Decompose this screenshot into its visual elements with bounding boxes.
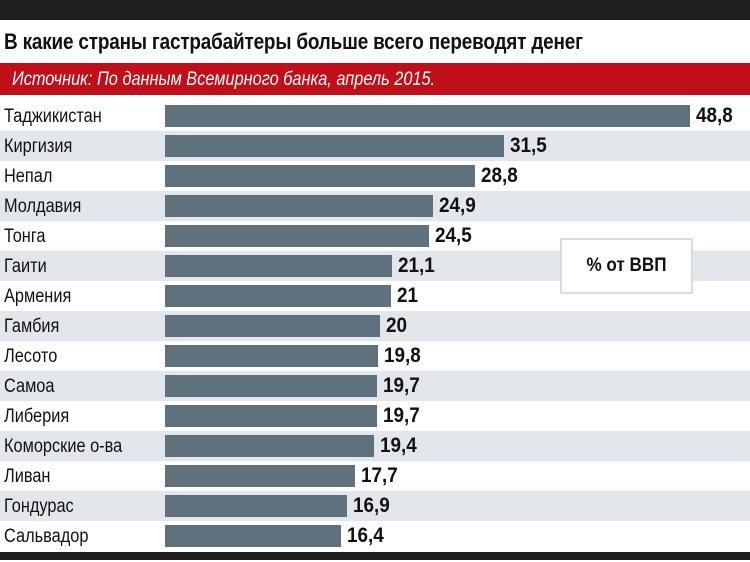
value-label: 28,8 — [480, 164, 518, 187]
unit-label: % от ВВП — [586, 255, 667, 276]
bar-row: Молдавия 24,9 — [0, 191, 750, 221]
bar-row: Коморские о-ва 19,4 — [0, 431, 750, 461]
value-label: 16,4 — [347, 524, 385, 547]
bar-row: Гаити 21,1 — [0, 251, 750, 281]
bar-row: Таджикистан 48,8 — [0, 101, 750, 131]
category-label: Тонга — [4, 226, 46, 247]
category-label: Гамбия — [4, 316, 60, 337]
bar-row: Гамбия 20 — [0, 311, 750, 341]
bar — [165, 285, 391, 307]
bar-row: Ливан 17,7 — [0, 461, 750, 491]
bar — [165, 255, 392, 277]
category-label: Ливан — [4, 466, 51, 487]
value-label: 19,8 — [384, 344, 421, 367]
bar-row: Лесото 19,8 — [0, 341, 750, 371]
value-label: 19,7 — [382, 404, 420, 427]
bottom-rule — [0, 552, 750, 560]
category-label: Гаити — [4, 256, 47, 277]
category-label: Армения — [4, 286, 72, 307]
bar — [165, 315, 381, 337]
value-label: 24,9 — [438, 194, 476, 217]
category-label: Непал — [4, 166, 53, 187]
bar-rows: Таджикистан 48,8 Киргизия 31,5 Непал 28,8 Молд… — [0, 101, 750, 551]
bar-row: Киргизия 31,5 — [0, 131, 750, 161]
value-label: 20 — [386, 314, 408, 337]
source-text: Источник: По данным Всемирного банка, ап… — [12, 69, 436, 90]
bar — [165, 435, 374, 457]
category-label: Гондурас — [4, 496, 74, 517]
bar-row: Непал 28,8 — [0, 161, 750, 191]
bar — [165, 405, 377, 427]
value-label: 16,9 — [352, 494, 390, 517]
bar-row: Гондурас 16,9 — [0, 491, 750, 521]
category-label: Самоа — [4, 376, 55, 397]
category-label: Лесото — [4, 346, 58, 367]
value-label: 17,7 — [361, 464, 399, 487]
category-label: Таджикистан — [4, 106, 102, 127]
value-label: 31,5 — [509, 134, 547, 157]
value-label: 48,8 — [696, 104, 733, 127]
bar-row: Самоа 19,7 — [0, 371, 750, 401]
value-label: 21 — [396, 284, 418, 307]
bar — [165, 525, 342, 547]
bar — [165, 105, 690, 127]
bar — [165, 495, 347, 517]
bar — [165, 465, 356, 487]
bar — [165, 135, 504, 157]
chart-title: В какие страны гастрабайтеры больше всег… — [4, 29, 583, 54]
bar-row: Либерия 19,7 — [0, 401, 750, 431]
value-label: 19,7 — [382, 374, 420, 397]
bar-row: Тонга 24,5 — [0, 221, 750, 251]
bar-row: Армения 21 — [0, 281, 750, 311]
bar — [165, 165, 475, 187]
category-label: Киргизия — [4, 136, 73, 157]
category-label: Молдавия — [4, 196, 82, 217]
unit-legend: % от ВВП — [560, 238, 693, 294]
top-rule — [0, 0, 750, 20]
bar — [165, 375, 377, 397]
category-label: Сальвадор — [4, 526, 89, 547]
bar — [165, 195, 433, 217]
source-band: Источник: По данным Всемирного банка, ап… — [0, 63, 750, 95]
value-label: 19,4 — [379, 434, 417, 457]
category-label: Либерия — [4, 406, 70, 427]
category-label: Коморские о-ва — [4, 436, 123, 457]
bar — [165, 225, 429, 247]
value-label: 24,5 — [434, 224, 472, 247]
bar-row: Сальвадор 16,4 — [0, 521, 750, 551]
bar — [165, 345, 378, 367]
value-label: 21,1 — [397, 254, 435, 277]
